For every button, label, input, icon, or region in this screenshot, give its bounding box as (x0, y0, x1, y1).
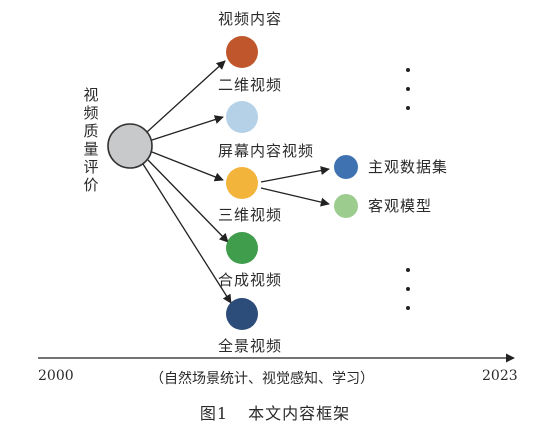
root-arrows (142, 60, 232, 304)
3d-video-label: 三维视频 (218, 206, 283, 224)
root-node-circle (107, 123, 153, 169)
sub-arrows (260, 166, 330, 207)
video-content-label: 视频内容 (218, 10, 283, 28)
video-content-circle (226, 36, 258, 68)
3d-video-circle (226, 167, 258, 199)
timeline-start: 2000 (38, 368, 74, 384)
panoramic-video-label: 全景视频 (218, 337, 283, 355)
arrow-to-synthesized-video (147, 159, 229, 243)
arrow-to-panoramic-video (142, 163, 232, 304)
arrow-to-2d-video (151, 115, 224, 141)
panoramic-video-circle (226, 298, 258, 330)
ellipsis-dot (406, 268, 410, 272)
screen-content-video-label: 屏幕内容视频 (218, 142, 315, 160)
ellipsis-dot (406, 68, 410, 72)
arrow-to-video-content (146, 60, 226, 133)
ellipsis-dot (406, 106, 410, 110)
figure-caption: 图1 本文内容框架 (0, 400, 550, 424)
subjective-dataset-label: 主观数据集 (368, 158, 449, 176)
2d-video-label: 二维视频 (218, 76, 283, 94)
timeline-note: （自然场景统计、视觉感知、学习） (150, 371, 374, 387)
ellipsis-dot (406, 306, 410, 310)
2d-video-circle (226, 101, 258, 133)
root-label: 视频质量评价 (83, 86, 99, 194)
figure-number: 图1 (199, 404, 229, 423)
synthesized-video-circle (226, 232, 258, 264)
ellipsis-dot (406, 87, 410, 91)
arrow-to-subjective-dataset (260, 166, 330, 183)
ellipsis-dot (406, 287, 410, 291)
objective-model-label: 客观模型 (368, 197, 433, 215)
arrow-to-3d-video (151, 151, 224, 182)
subjective-dataset-circle (334, 155, 358, 179)
figure-title: 本文内容框架 (248, 404, 351, 423)
objective-model-circle (334, 194, 358, 218)
arrow-to-objective-model (260, 187, 330, 207)
timeline-end: 2023 (482, 368, 518, 384)
synthesized-video-label: 合成视频 (218, 271, 283, 289)
